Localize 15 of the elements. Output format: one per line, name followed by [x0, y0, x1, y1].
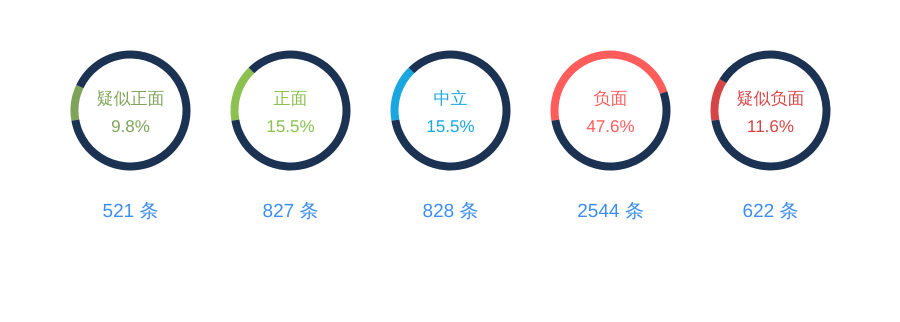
- text: 622 条: [742, 201, 798, 222]
- text: 9.8%: [111, 117, 150, 136]
- text: 521 条: [102, 201, 158, 222]
- text: 47.6%: [586, 117, 635, 136]
- text: 15.5%: [426, 117, 475, 136]
- text: 疑似正面: [96, 89, 164, 108]
- text: 疑似负面: [736, 89, 804, 108]
- text: 中立: [434, 89, 468, 108]
- text: 2544 条: [577, 201, 644, 222]
- text: 15.5%: [266, 117, 315, 136]
- text: 负面: [594, 89, 628, 108]
- text: 828 条: [422, 201, 478, 222]
- text: 正面: [274, 89, 308, 108]
- text: 827 条: [262, 201, 318, 222]
- text: 11.6%: [747, 117, 794, 136]
